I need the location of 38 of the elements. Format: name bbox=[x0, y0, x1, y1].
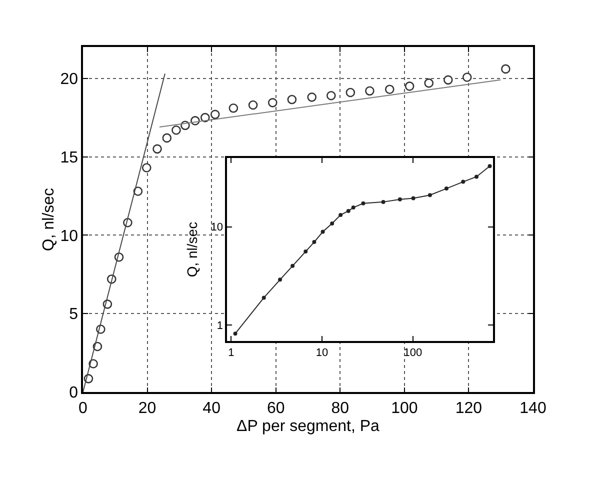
y-tick-label: 10 bbox=[60, 228, 78, 245]
point bbox=[228, 104, 238, 113]
x-tick-label: 40 bbox=[202, 400, 221, 417]
x-tick-label: 120 bbox=[455, 400, 482, 417]
point bbox=[172, 125, 181, 135]
x-tick-label: 10 bbox=[316, 346, 328, 359]
y-axis-title: Q, nl/sec bbox=[184, 222, 200, 278]
x-axis-title: ΔP per segment, Pa bbox=[236, 418, 380, 436]
point bbox=[287, 94, 297, 104]
point bbox=[384, 84, 394, 94]
x-tick-label: 80 bbox=[331, 400, 350, 417]
y-tick-label: 20 bbox=[60, 70, 78, 88]
y-tick-label: 5 bbox=[69, 306, 78, 324]
point bbox=[268, 98, 278, 108]
point bbox=[152, 144, 162, 154]
y-axis-title: Q, nl/sec bbox=[40, 188, 58, 252]
point bbox=[443, 75, 453, 85]
x-tick-label: 1 bbox=[228, 346, 234, 359]
point bbox=[142, 163, 152, 172]
point bbox=[462, 72, 472, 82]
point bbox=[404, 82, 414, 91]
y-tick-label: 15 bbox=[60, 149, 78, 166]
point bbox=[501, 64, 510, 74]
point bbox=[326, 90, 336, 100]
point bbox=[346, 88, 356, 98]
x-tick-label: 60 bbox=[266, 400, 285, 417]
point bbox=[365, 86, 374, 96]
point bbox=[248, 100, 258, 110]
point bbox=[307, 92, 317, 102]
point bbox=[162, 133, 172, 143]
x-tick-label: 20 bbox=[138, 400, 156, 417]
x-tick-label: 100 bbox=[404, 346, 422, 359]
x-tick-label: 100 bbox=[391, 400, 418, 417]
x-tick-label: 140 bbox=[520, 400, 546, 417]
y-tick-label: 0 bbox=[69, 384, 78, 402]
point bbox=[424, 78, 434, 88]
point bbox=[210, 110, 220, 120]
point bbox=[133, 186, 143, 196]
